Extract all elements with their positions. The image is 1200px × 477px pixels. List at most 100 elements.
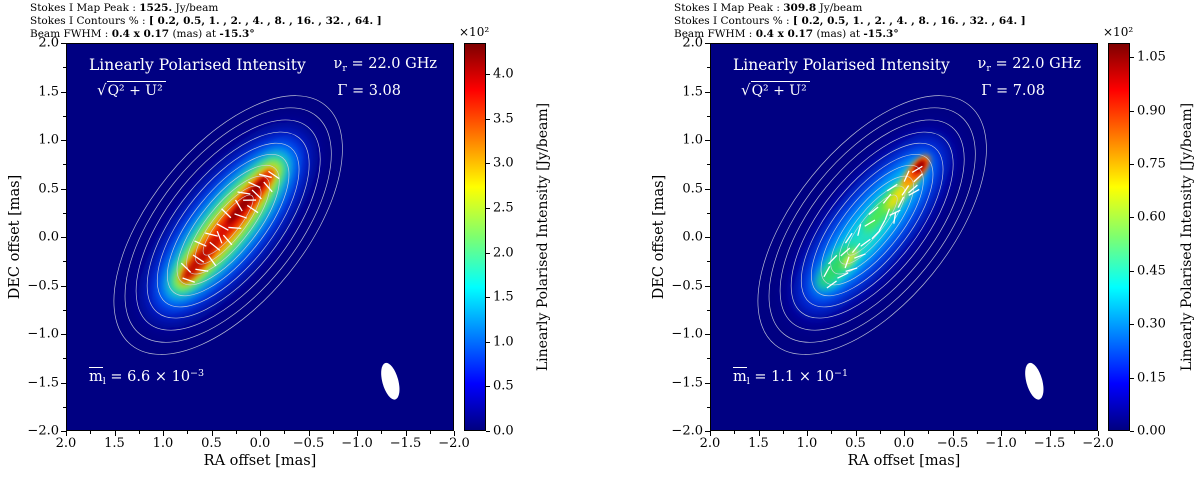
sqrt-expression: √Q² + U² bbox=[97, 81, 306, 99]
beam-mid: (mas) at bbox=[813, 27, 864, 40]
colorbar-tick-mark bbox=[486, 386, 490, 388]
map-canvas bbox=[711, 44, 1097, 430]
contours-line: Stokes I Contours % : [ 0.2, 0.5, 1. , 2… bbox=[30, 15, 382, 28]
colorbar-tick-label: 0.00 bbox=[1137, 423, 1166, 439]
beam-label: Beam FWHM : bbox=[674, 27, 756, 40]
beam-angle: -15.3° bbox=[863, 27, 899, 40]
peak-value: 1525. bbox=[139, 2, 173, 14]
x-tick-label: 0.5 bbox=[201, 436, 222, 451]
radicand: Q² + U² bbox=[750, 81, 810, 99]
x-axis-tick-mark bbox=[66, 431, 67, 436]
x-axis-tick-mark bbox=[952, 431, 954, 436]
x-axis-tick-mark bbox=[928, 431, 930, 434]
x-axis-tick-mark bbox=[114, 431, 116, 436]
peak-label: Stokes I Map Peak : bbox=[674, 2, 784, 14]
nu-symbol: ν bbox=[333, 56, 343, 72]
x-axis-tick-mark bbox=[1001, 431, 1002, 436]
x-tick-label: −1.0 bbox=[341, 436, 373, 451]
map-plot: Linearly Polarised Intensity √Q² + U² νr… bbox=[710, 43, 1098, 431]
x-tick-label: 0.5 bbox=[845, 436, 866, 451]
colorbar-tick-label: 0.0 bbox=[493, 423, 514, 439]
y-axis-tick-mark bbox=[61, 431, 66, 432]
x-axis-tick-mark bbox=[976, 431, 978, 434]
nu-subscript: r bbox=[986, 63, 991, 74]
x-axis-tick-mark bbox=[381, 431, 383, 434]
y-tick-label: 1.5 bbox=[38, 84, 59, 99]
x-axis-tick-mark bbox=[357, 431, 358, 436]
x-axis-tick-mark bbox=[138, 431, 140, 434]
x-axis-tick-mark bbox=[734, 431, 736, 434]
colorbar-tick-label: 2.5 bbox=[493, 200, 514, 216]
colorbar-tick-label: 1.5 bbox=[493, 289, 514, 305]
y-tick-label: 1.0 bbox=[38, 132, 59, 148]
x-axis-tick-mark bbox=[429, 431, 431, 434]
frequency-value: = 22.0 GHz bbox=[346, 56, 437, 72]
x-tick-label: 2.0 bbox=[55, 436, 77, 451]
panel-right: Stokes I Map Peak : 309.8 Jy/beam Stokes… bbox=[644, 0, 1200, 477]
ml-exponent: −1 bbox=[834, 368, 849, 379]
x-tick-label: −1.5 bbox=[1033, 436, 1066, 451]
ml-value: = 6.6 × 10 bbox=[105, 369, 191, 385]
x-tick-label: −2.0 bbox=[438, 436, 470, 451]
y-tick-label: −1.0 bbox=[671, 326, 703, 342]
x-tick-label: −0.5 bbox=[292, 436, 325, 451]
y-tick-label: −1.5 bbox=[671, 375, 703, 390]
mean-polarisation-annotation: ml = 6.6 × 10−3 bbox=[89, 367, 204, 387]
colorbar-tick-mark bbox=[1130, 431, 1134, 432]
colorbar-tick-label: 0.90 bbox=[1137, 103, 1166, 119]
panel-left: Stokes I Map Peak : 1525. Jy/beam Stokes… bbox=[0, 0, 556, 477]
x-tick-label: −0.5 bbox=[936, 436, 969, 451]
x-tick-label: −2.0 bbox=[1082, 436, 1114, 451]
colorbar-tick-label: 3.0 bbox=[493, 155, 514, 171]
nu-subscript: r bbox=[342, 63, 347, 74]
colorbar-tick-label: 2.0 bbox=[493, 245, 514, 261]
map-title-text: Linearly Polarised Intensity bbox=[733, 56, 950, 74]
map-plot: Linearly Polarised Intensity √Q² + U² νr… bbox=[66, 43, 454, 431]
x-axis-tick-mark bbox=[332, 431, 334, 434]
beam-label: Beam FWHM : bbox=[30, 27, 112, 40]
x-axis-tick-mark bbox=[235, 431, 237, 434]
x-axis-tick-mark bbox=[1025, 431, 1027, 434]
x-axis-tick-mark bbox=[831, 431, 833, 434]
contours-value: [ 0.2, 0.5, 1. , 2. , 4. , 8. , 16. , 32… bbox=[148, 14, 382, 27]
peak-unit: Jy/beam bbox=[172, 2, 219, 14]
x-tick-label: −1.0 bbox=[985, 436, 1017, 451]
intensity-map bbox=[67, 44, 453, 430]
colorbar-tick-label: 0.15 bbox=[1137, 370, 1166, 386]
ml-subscript: l bbox=[746, 376, 750, 387]
ml-value: = 1.1 × 10 bbox=[749, 369, 835, 385]
y-axis-label: DEC offset [mas] bbox=[7, 174, 23, 300]
colorbar-tick-mark bbox=[1130, 377, 1134, 379]
map-header: Stokes I Map Peak : 309.8 Jy/beam Stokes… bbox=[674, 2, 1026, 40]
y-tick-label: 1.5 bbox=[682, 84, 703, 99]
y-tick-label: −2.0 bbox=[27, 423, 59, 439]
radicand: Q² + U² bbox=[106, 81, 166, 99]
colorbar-tick-label: 4.0 bbox=[493, 66, 514, 82]
y-tick-label: −1.0 bbox=[27, 326, 59, 342]
colorbar-tick-mark bbox=[486, 297, 490, 299]
colorbar-tick-label: 1.05 bbox=[1137, 49, 1166, 65]
colorbar-tick-mark bbox=[486, 431, 490, 432]
colorbar-tick-mark bbox=[486, 74, 490, 76]
x-tick-label: 1.0 bbox=[796, 436, 818, 451]
y-tick-label: 1.0 bbox=[682, 132, 703, 148]
beam-line: Beam FWHM : 0.4 x 0.17 (mas) at -15.3° bbox=[674, 28, 1026, 41]
x-axis-tick-mark bbox=[879, 431, 881, 434]
beam-mid: (mas) at bbox=[169, 27, 220, 40]
frequency-annotation: νr = 22.0 GHz bbox=[333, 56, 437, 74]
peak-unit: Jy/beam bbox=[816, 2, 863, 14]
colorbar-tick-label: 1.0 bbox=[493, 334, 514, 350]
x-axis-tick-mark bbox=[710, 431, 711, 436]
map-title: Linearly Polarised Intensity √Q² + U² bbox=[89, 56, 306, 99]
intensity-map bbox=[711, 44, 1097, 430]
colorbar-tick-label: 0.60 bbox=[1137, 209, 1166, 225]
x-axis-label: RA offset [mas] bbox=[203, 453, 317, 469]
peak-value: 309.8 bbox=[783, 2, 817, 14]
colorbar-tick-mark bbox=[1130, 270, 1134, 272]
x-axis-tick-mark bbox=[904, 431, 905, 436]
map-title-text: Linearly Polarised Intensity bbox=[89, 56, 306, 74]
beam-value: 0.4 x 0.17 bbox=[755, 27, 814, 40]
ml-symbol: m bbox=[733, 367, 747, 385]
colorbar-tick-label: 0.5 bbox=[493, 378, 514, 394]
sqrt-sign: √ bbox=[741, 81, 751, 99]
